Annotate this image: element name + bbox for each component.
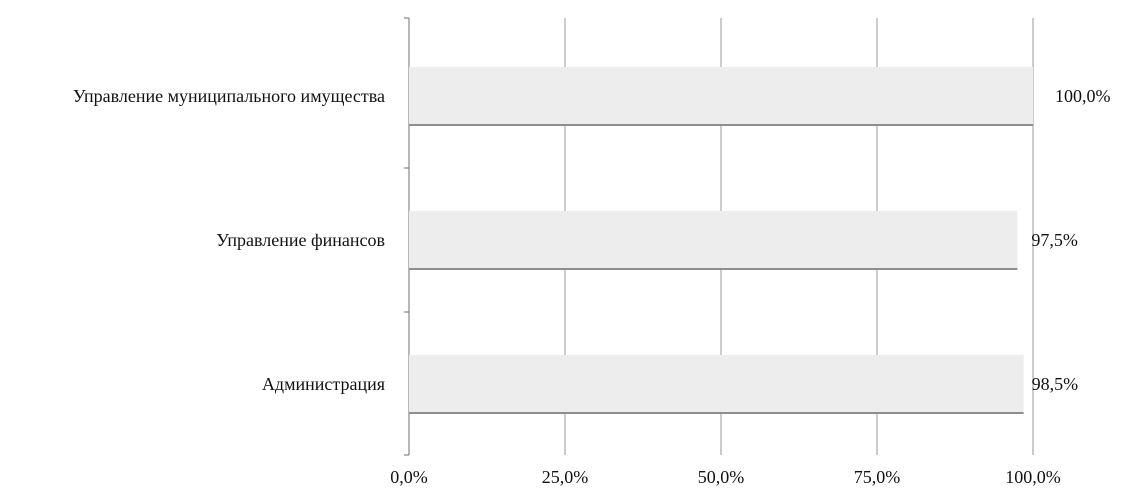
x-tick-label: 100,0% — [1005, 467, 1061, 487]
bar-layer — [409, 67, 1033, 414]
data-label: 97,5% — [1031, 230, 1078, 250]
axis-layer — [404, 17, 410, 456]
bar — [409, 67, 1033, 125]
x-tick-label: 50,0% — [698, 467, 745, 487]
x-tick-label: 0,0% — [390, 467, 428, 487]
bar — [409, 355, 1024, 413]
category-label: Управление финансов — [216, 230, 385, 250]
bar — [409, 211, 1018, 269]
x-tick-label: 25,0% — [542, 467, 589, 487]
data-label: 100,0% — [1055, 86, 1111, 106]
x-tick-label: 75,0% — [854, 467, 901, 487]
label-layer: 0,0% 25,0% 50,0% 75,0% 100,0% Управление муни… — [73, 86, 1111, 487]
category-label: Администрация — [262, 374, 385, 394]
category-label: Управление муниципального имущества — [73, 86, 385, 106]
data-label: 98,5% — [1032, 374, 1079, 394]
